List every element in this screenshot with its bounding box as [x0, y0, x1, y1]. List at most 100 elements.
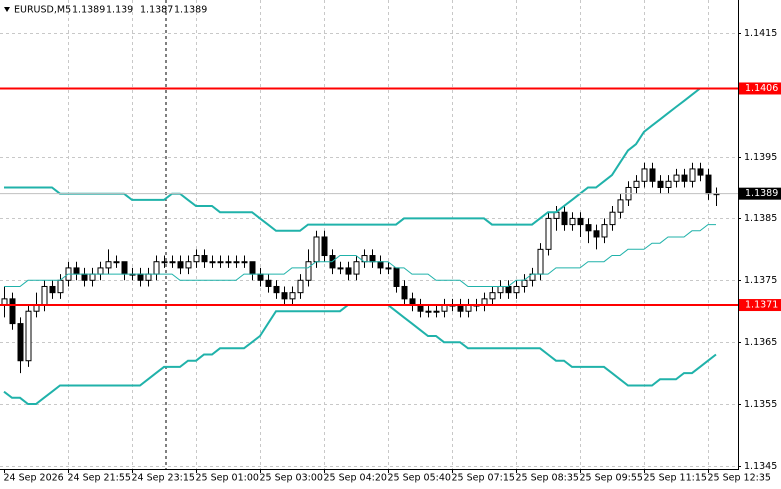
- candle-body: [513, 285, 520, 294]
- candle-body: [89, 273, 96, 281]
- candle-body: [257, 273, 264, 281]
- level-label-box: [739, 299, 781, 312]
- y-tick-label: 1.1375: [744, 275, 777, 286]
- candle-body: [689, 168, 696, 182]
- last-price-label: 1.1389: [745, 188, 778, 199]
- candle-body: [633, 180, 640, 188]
- ohlc-open: 1.1389: [72, 5, 105, 16]
- candle-body: [665, 180, 672, 188]
- candle-body: [193, 255, 200, 263]
- candle-body: [225, 261, 232, 264]
- x-tick-label: 25 Sep 07:15: [452, 473, 515, 484]
- candle-body: [97, 267, 104, 275]
- y-tick-label: 1.1415: [744, 28, 777, 39]
- candle-body: [289, 292, 296, 300]
- candle-body: [17, 323, 24, 362]
- candle-body: [489, 292, 496, 300]
- x-tick-label: 25 Sep 01:00: [196, 473, 259, 484]
- candle-body: [297, 279, 304, 294]
- candle-body: [705, 174, 712, 195]
- candle-body: [425, 310, 432, 313]
- candle-body: [201, 255, 208, 263]
- candle-body: [561, 211, 568, 226]
- candle-body: [337, 267, 344, 270]
- x-tick-label: 25 Sep 12:35: [708, 473, 771, 484]
- ohlc-low: 1.1387: [140, 5, 173, 16]
- x-tick-label: 25 Sep 04:20: [324, 473, 387, 484]
- candle-body: [401, 285, 408, 300]
- candle-body: [105, 261, 112, 269]
- candle-body: [433, 310, 440, 313]
- candle-body: [73, 267, 80, 275]
- grid: [0, 0, 738, 469]
- candle-body: [505, 285, 512, 294]
- x-tick-label: 24 Sep 2026: [4, 473, 64, 484]
- last-price-box: [739, 187, 781, 200]
- bollinger-middle: [4, 224, 716, 287]
- candle-body: [217, 261, 224, 264]
- candle-body: [113, 261, 120, 264]
- x-tick-label: 25 Sep 03:00: [260, 473, 323, 484]
- candle-body: [161, 261, 168, 264]
- candle-body: [209, 261, 216, 264]
- ohlc-high: 1.139: [106, 5, 133, 16]
- candle-body: [609, 211, 616, 226]
- candle-body: [41, 285, 48, 306]
- candle-body: [697, 168, 704, 176]
- candle-body: [49, 285, 56, 294]
- candle-body: [353, 261, 360, 275]
- level-label: 1.1371: [745, 300, 778, 311]
- level-label-box: [739, 82, 781, 95]
- candle-body: [9, 298, 16, 325]
- ohlc-close: 1.1389: [174, 5, 207, 16]
- x-tick-label: 25 Sep 05:40: [388, 473, 451, 484]
- candle-body: [137, 273, 144, 281]
- menu-triangle[interactable]: [4, 7, 10, 12]
- candle-body: [673, 174, 680, 182]
- candle-body: [601, 224, 608, 238]
- candle-body: [641, 168, 648, 182]
- candle-body: [25, 310, 32, 362]
- candle-body: [145, 273, 152, 281]
- candle-body: [273, 285, 280, 294]
- candle-body: [577, 217, 584, 226]
- candle-body: [81, 273, 88, 281]
- candle-body: [233, 261, 240, 264]
- candle-body: [617, 199, 624, 213]
- candle-body: [569, 217, 576, 226]
- x-tick-label: 25 Sep 08:35: [516, 473, 579, 484]
- candle-body: [153, 261, 160, 275]
- candle-body: [57, 279, 64, 294]
- x-tick-label: 25 Sep 09:55: [580, 473, 643, 484]
- candle-body: [313, 236, 320, 263]
- symbol: EURUSD,M5: [14, 5, 71, 16]
- x-tick-label: 24 Sep 21:55: [68, 473, 131, 484]
- candle-body: [177, 261, 184, 269]
- candle-body: [681, 174, 688, 182]
- candle-body: [281, 292, 288, 300]
- candle-body: [345, 267, 352, 275]
- candle-body: [321, 236, 328, 257]
- x-tick-label: 24 Sep 23:15: [132, 473, 195, 484]
- x-tick-label: 25 Sep 11:15: [644, 473, 707, 484]
- candle-body: [369, 255, 376, 263]
- candle-body: [593, 230, 600, 238]
- candle-body: [185, 261, 192, 269]
- y-tick-label: 1.1395: [744, 152, 777, 163]
- candle-body: [169, 261, 176, 264]
- candle-body: [305, 261, 312, 281]
- candle-body: [393, 267, 400, 287]
- y-tick-label: 1.1345: [744, 461, 777, 472]
- candle-body: [377, 261, 384, 269]
- candle-body: [497, 285, 504, 294]
- candle-body: [545, 217, 552, 250]
- candle-body: [265, 279, 272, 287]
- candle-body: [249, 261, 256, 275]
- candle-body: [521, 279, 528, 287]
- y-tick-label: 1.1355: [744, 399, 777, 410]
- candle-body: [241, 261, 248, 264]
- candle-body: [657, 180, 664, 188]
- level-label: 1.1406: [745, 83, 778, 94]
